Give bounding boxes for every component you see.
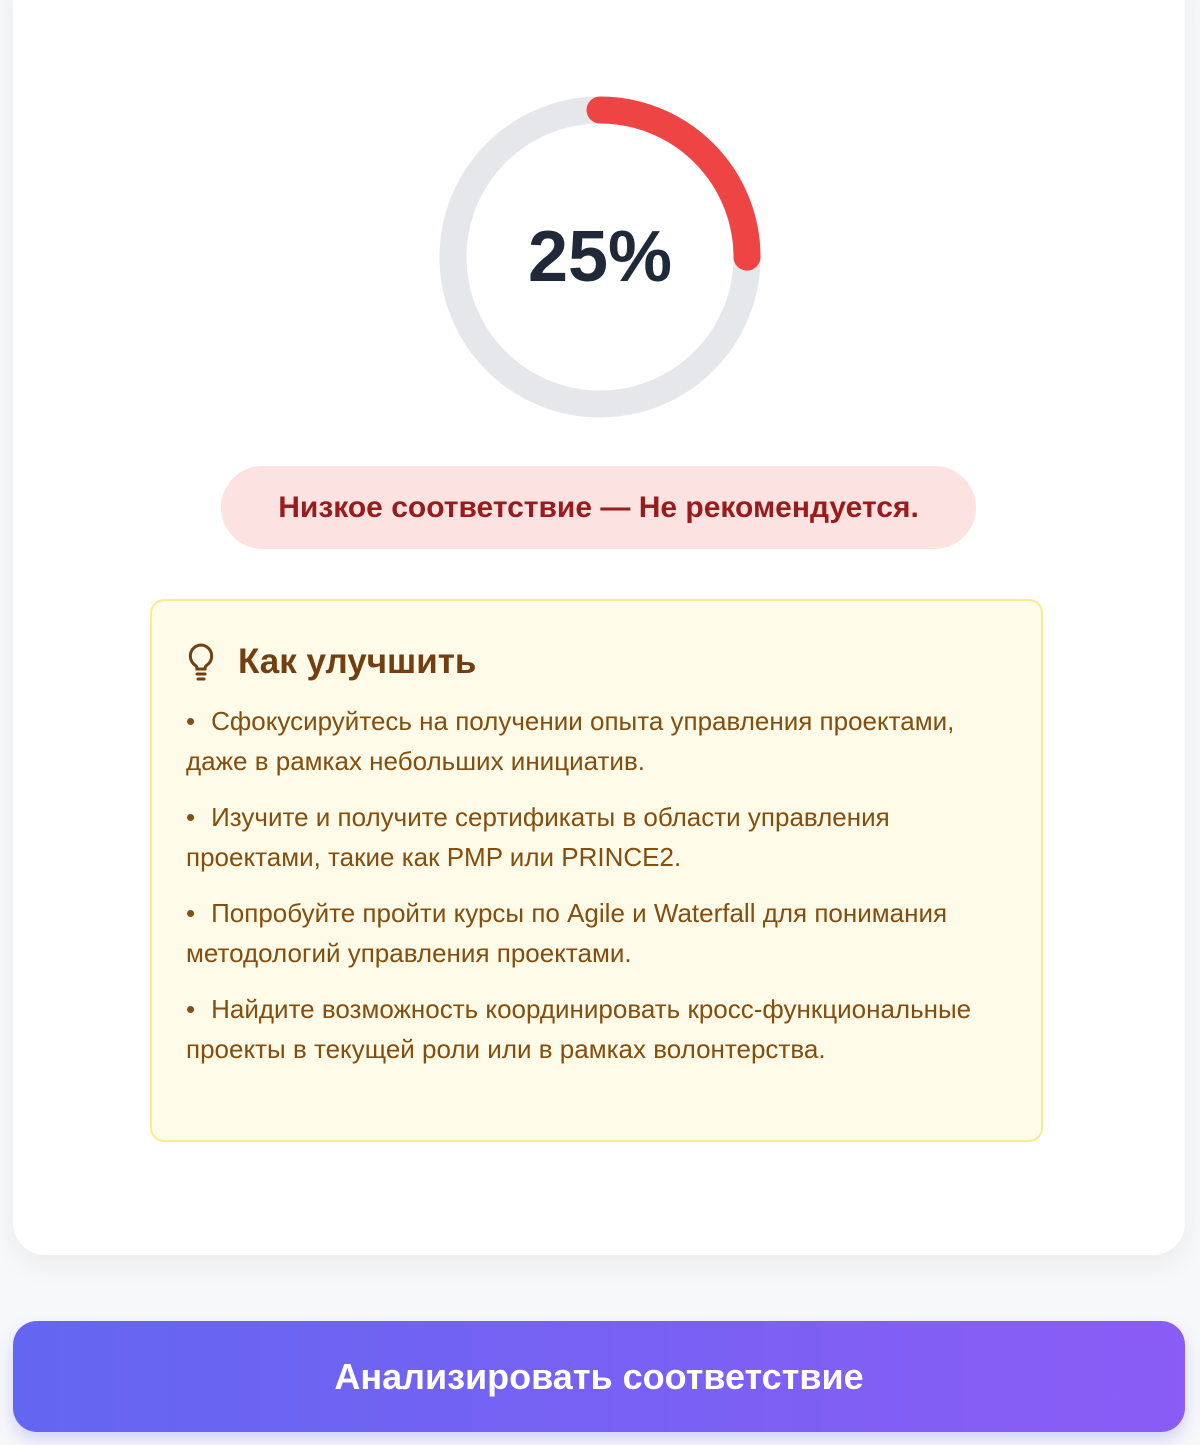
tip-item: Найдите возможность координировать кросс… <box>186 989 1007 1069</box>
tip-item: Изучите и получите сертификаты в области… <box>186 797 1007 877</box>
tips-list: Сфокусируйтесь на получении опыта управл… <box>186 701 1007 1069</box>
verdict-badge: Низкое соответствие — Не рекомендуется. <box>221 466 976 549</box>
lightbulb-icon <box>188 643 214 681</box>
tips-title: Как улучшить <box>238 642 477 681</box>
ring-progress <box>439 96 761 418</box>
score-ring <box>439 96 761 418</box>
score-percent: 25% <box>527 217 673 297</box>
tip-item: Сфокусируйтесь на получении опыта управл… <box>186 701 1007 781</box>
improvement-tips: Как улучшить Сфокусируйтесь на получении… <box>150 599 1043 1142</box>
tip-item: Попробуйте пройти курсы по Agile и Water… <box>186 893 1007 973</box>
analyze-match-button[interactable]: Анализировать соответствие <box>13 1321 1185 1432</box>
